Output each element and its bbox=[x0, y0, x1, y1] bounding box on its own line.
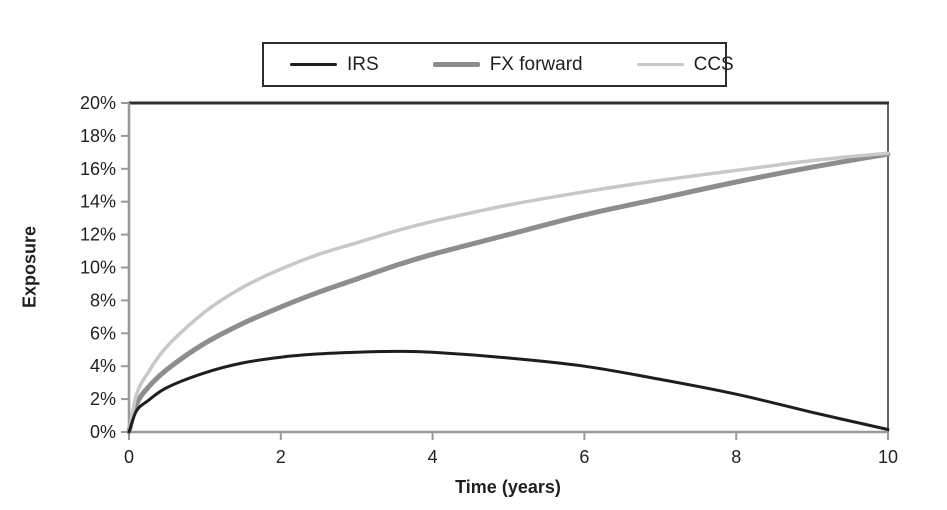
x-tick-label: 10 bbox=[878, 447, 898, 467]
y-axis-title: Exposure bbox=[19, 225, 40, 309]
y-tick-label: 8% bbox=[90, 290, 116, 310]
legend: IRS FX forward CCS bbox=[262, 42, 734, 87]
legend-label: FX forward bbox=[489, 53, 583, 75]
y-tick-label: 10% bbox=[80, 258, 116, 278]
x-tick-label: 0 bbox=[124, 447, 134, 467]
y-tick-label: 6% bbox=[90, 323, 116, 343]
x-tick-label: 6 bbox=[579, 447, 589, 467]
y-tick-label: 4% bbox=[90, 356, 116, 376]
y-tick-label: 16% bbox=[80, 159, 116, 179]
series-line-ccs bbox=[127, 151, 890, 434]
y-tick-label: 18% bbox=[80, 126, 116, 146]
x-tick-label: 4 bbox=[428, 447, 438, 467]
series-line-irs bbox=[127, 349, 890, 434]
legend-label: CCS bbox=[693, 53, 734, 75]
legend-label: IRS bbox=[347, 53, 379, 75]
legend-line-sample bbox=[290, 63, 337, 66]
series-line-fx-forward bbox=[126, 151, 891, 435]
legend-item-irs: IRS bbox=[290, 54, 379, 76]
legend-line-sample bbox=[636, 62, 684, 67]
y-tick-label: 0% bbox=[90, 422, 116, 442]
y-tick-label: 12% bbox=[80, 225, 116, 245]
y-tick-label: 2% bbox=[90, 389, 116, 409]
x-tick-label: 2 bbox=[276, 447, 286, 467]
y-tick-label: 14% bbox=[80, 192, 116, 212]
x-tick-label: 8 bbox=[731, 447, 741, 467]
legend-item-ccs: CCS bbox=[636, 53, 734, 76]
x-axis-title: Time (years) bbox=[455, 477, 561, 497]
legend-item-fx-forward: FX forward bbox=[432, 53, 583, 76]
y-tick-label: 20% bbox=[80, 93, 116, 113]
legend-line-sample bbox=[432, 62, 480, 67]
